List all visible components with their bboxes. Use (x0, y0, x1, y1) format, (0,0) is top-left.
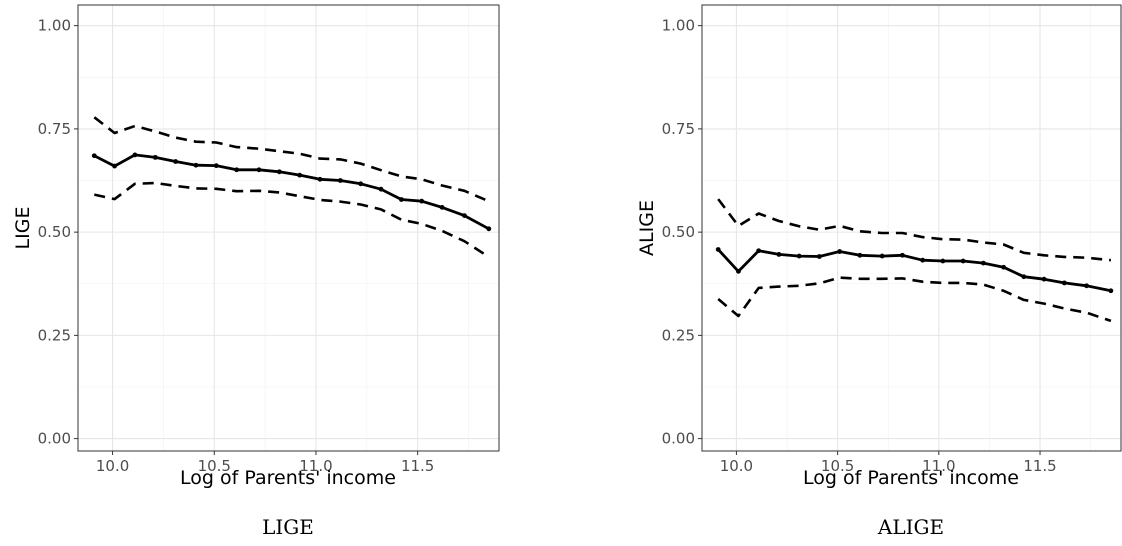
data-point (317, 176, 323, 182)
plot-area (78, 5, 499, 451)
chart-panel-alige: 0.00 0.25 0.50 0.75 1.00 10.0 10.5 11.0 11.5 Log… (636, 4, 1122, 539)
data-point (91, 153, 97, 159)
data-point (1021, 274, 1027, 280)
x-tick-label: 10.0 (720, 457, 753, 475)
y-axis-title: ALIGE (636, 200, 658, 256)
data-point (776, 252, 782, 257)
data-point (112, 163, 118, 169)
y-axis-title: LIGE (12, 207, 34, 250)
x-axis-title: Log of Parents' income (180, 467, 396, 489)
series-layer (715, 198, 1114, 323)
grid (702, 5, 1121, 451)
data-point (152, 154, 158, 160)
y-tick-label: 0.50 (662, 223, 695, 241)
data-point (337, 178, 343, 183)
data-point (439, 204, 445, 210)
data-point (256, 167, 262, 173)
data-point (920, 257, 926, 263)
lower-bound-dashed-line (94, 181, 490, 258)
data-point (940, 258, 946, 264)
y-tick-label: 0.25 (662, 326, 695, 344)
y-tick-label: 0.00 (662, 430, 695, 448)
data-point (462, 213, 467, 219)
data-point (1084, 283, 1089, 289)
data-point (1061, 280, 1067, 286)
data-point (1041, 276, 1047, 282)
data-point (857, 252, 863, 258)
y-tick-label: 1.00 (662, 17, 695, 35)
lower-bound-dashed-line (717, 276, 1112, 323)
data-point (193, 162, 199, 168)
y-tick-label: 0.25 (38, 326, 71, 344)
panel-caption: ALIGE (877, 515, 944, 539)
data-point (796, 253, 802, 259)
data-point (276, 169, 282, 175)
x-tick-label: 11.0 (299, 457, 332, 475)
x-tick-label: 10.5 (198, 457, 231, 475)
panel-caption: LIGE (262, 515, 314, 539)
data-point (398, 197, 404, 202)
upper-bound-dashed-line (717, 198, 1112, 262)
data-point (297, 172, 303, 178)
x-tick-label: 10.5 (821, 457, 854, 475)
data-point (879, 253, 885, 259)
data-point (980, 260, 986, 266)
estimate-line (717, 248, 1112, 293)
plot-border (77, 4, 500, 452)
data-point (756, 248, 762, 254)
y-tick-label: 0.75 (38, 120, 71, 138)
x-axis-title: Log of Parents' income (803, 467, 1019, 489)
chart-panel-lige: 0.00 0.25 0.50 0.75 1.00 10.0 10.5 11.0 11.5 Log… (12, 4, 500, 539)
data-point (1108, 288, 1114, 294)
y-tick-label: 0.50 (38, 223, 71, 241)
y-tick-label: 0.75 (662, 120, 695, 138)
data-point (358, 181, 364, 187)
plot-area (702, 5, 1122, 451)
upper-bound-dashed-line (93, 116, 490, 203)
data-point (234, 167, 240, 173)
x-tick-label: 11.0 (922, 457, 955, 475)
data-point (960, 258, 966, 264)
x-tick-label: 10.0 (96, 457, 129, 475)
data-point (837, 249, 843, 254)
y-tick-label: 0.00 (38, 430, 71, 448)
data-point (173, 159, 179, 164)
axis-ticks: 0.00 0.25 0.50 0.75 1.00 10.0 10.5 11.0 11.5 (38, 17, 435, 475)
data-point (486, 226, 492, 232)
grid (78, 5, 499, 451)
plot-border (701, 4, 1122, 452)
series-layer (91, 116, 492, 258)
x-tick-label: 11.5 (1023, 457, 1056, 475)
y-tick-label: 1.00 (38, 17, 71, 35)
data-point (378, 186, 384, 192)
estimate-line (93, 153, 490, 231)
data-point (419, 198, 425, 204)
data-point (817, 254, 822, 259)
data-point (213, 163, 219, 169)
data-point (1001, 264, 1006, 270)
data-point (715, 247, 721, 252)
data-point (899, 252, 905, 258)
x-tick-label: 11.5 (401, 457, 434, 475)
data-point (132, 152, 138, 158)
data-point (736, 268, 741, 274)
axis-ticks: 0.00 0.25 0.50 0.75 1.00 10.0 10.5 11.0 11.5 (662, 17, 1057, 475)
